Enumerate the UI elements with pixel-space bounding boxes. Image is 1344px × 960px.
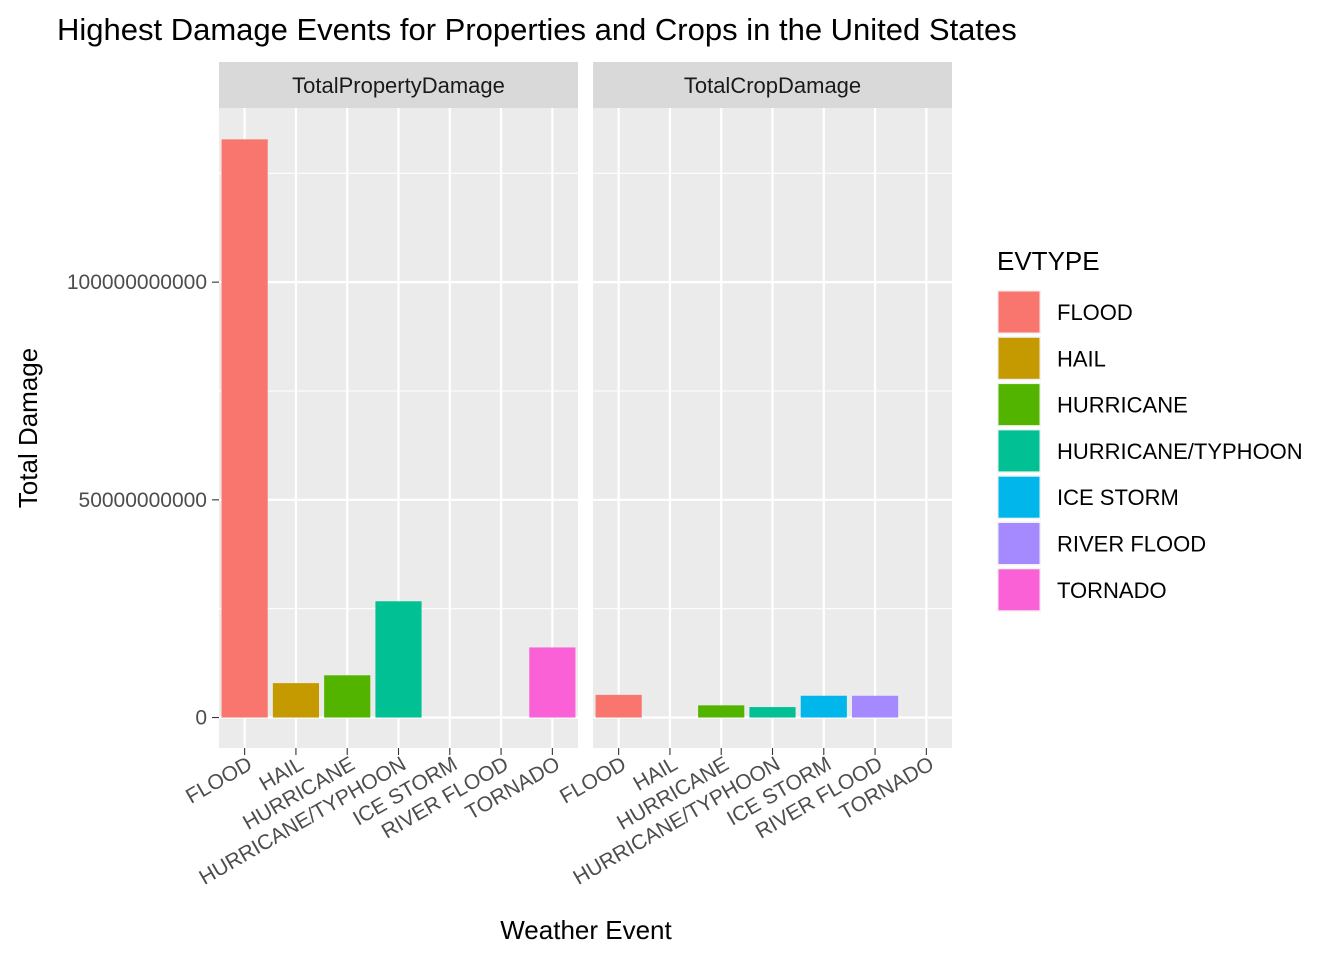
legend-swatch <box>998 430 1040 472</box>
legend-item-hurricane: HURRICANE <box>997 382 1188 427</box>
bar-hail <box>272 683 320 718</box>
legend-swatch <box>998 569 1040 611</box>
legend-swatch <box>998 523 1040 564</box>
bar-flood <box>595 694 642 718</box>
x-axis-title: Weather Event <box>500 915 672 945</box>
x-tick-label: FLOOD <box>556 752 630 808</box>
y-tick-label: 0 <box>195 707 207 730</box>
legend-item-ice-storm: ICE STORM <box>997 475 1179 520</box>
bar-river-flood <box>851 695 899 718</box>
facet-strip <box>593 62 952 108</box>
legend-label: HAIL <box>1057 346 1106 371</box>
y-tick-label: 100000000000 <box>67 271 207 294</box>
legend-item-flood: FLOOD <box>997 290 1133 334</box>
legend-label: RIVER FLOOD <box>1057 532 1206 557</box>
legend-swatch <box>998 384 1040 426</box>
x-tick-label: FLOOD <box>182 752 256 808</box>
y-tick-label: 50000000000 <box>79 489 207 512</box>
bar-hurricane-typhoon <box>375 601 422 718</box>
legend-title: EVTYPE <box>997 246 1100 276</box>
chart-title: Highest Damage Events for Properties and… <box>57 12 1017 47</box>
bar-hurricane-typhoon <box>749 707 796 718</box>
legend-label: TORNADO <box>1057 578 1167 603</box>
legend: EVTYPE FLOOD HAIL HURRICANE HURRICANE/TYPHO… <box>997 246 1303 612</box>
facet-strip-label: TotalPropertyDamage <box>292 73 505 98</box>
bar-tornado <box>529 647 576 718</box>
legend-swatch <box>998 476 1040 518</box>
legend-item-tornado: TORNADO <box>997 567 1167 612</box>
y-axis-title: Total Damage <box>13 348 43 508</box>
bar-ice-storm <box>800 695 847 718</box>
legend-label: HURRICANE <box>1057 393 1188 418</box>
bar-hurricane <box>698 705 745 718</box>
y-axis-tick-labels: 0 50000000000 100000000000 <box>67 271 219 730</box>
bar-hurricane <box>324 675 371 718</box>
legend-item-hail: HAIL <box>997 336 1106 381</box>
legend-label: HURRICANE/TYPHOON <box>1057 439 1303 464</box>
legend-label: ICE STORM <box>1057 485 1179 510</box>
legend-item-hurricane-typhoon: HURRICANE/TYPHOON <box>997 428 1303 473</box>
facet-strip <box>219 62 578 108</box>
legend-swatch <box>998 291 1040 333</box>
legend-item-river-flood: RIVER FLOOD <box>997 521 1206 566</box>
facet-strip-label: TotalCropDamage <box>684 73 861 98</box>
bar-flood <box>221 139 268 718</box>
legend-label: FLOOD <box>1057 300 1133 325</box>
legend-swatch <box>998 337 1040 379</box>
